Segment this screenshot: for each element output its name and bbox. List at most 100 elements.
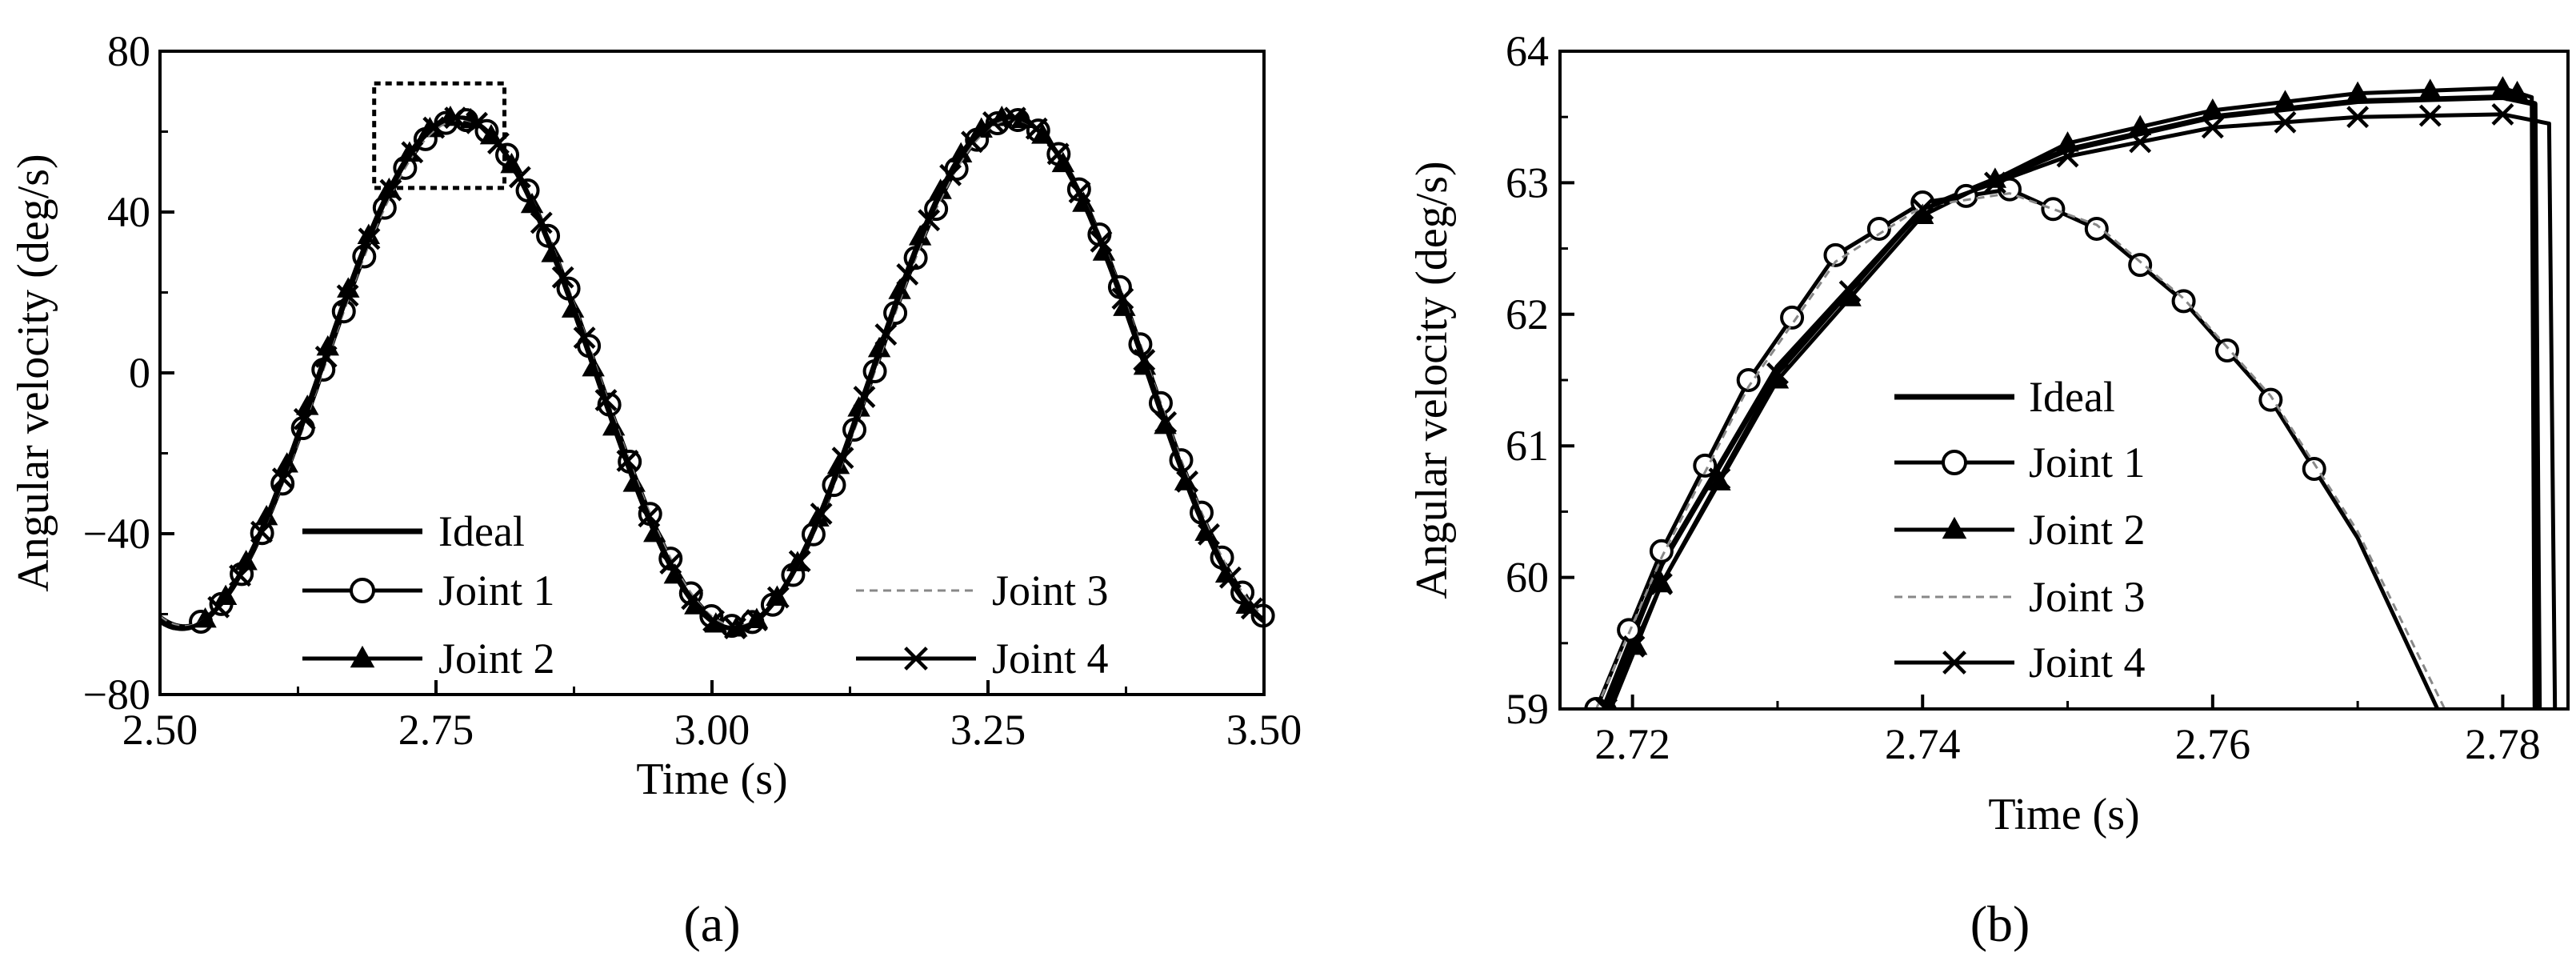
point	[2084, 216, 2109, 241]
point	[271, 467, 294, 491]
legend-marker	[1942, 450, 1967, 475]
point	[1650, 572, 1673, 595]
point	[293, 407, 316, 430]
x-tick-label: 3.00	[674, 706, 750, 754]
legend-item: Ideal	[1894, 373, 2115, 421]
point	[874, 323, 898, 346]
point	[766, 586, 790, 609]
point	[229, 564, 251, 587]
point	[530, 211, 553, 234]
panel-label: (a)	[683, 895, 740, 952]
x-tick-label: 2.50	[122, 706, 198, 754]
legend-label: Joint 3	[2029, 573, 2146, 621]
point	[1240, 597, 1263, 620]
legend-marker	[350, 645, 375, 668]
point	[949, 142, 973, 163]
point	[2056, 145, 2079, 168]
x-tick-label: 2.72	[1594, 720, 1670, 768]
point	[422, 116, 446, 139]
point	[810, 503, 833, 525]
point	[336, 284, 359, 307]
x-axis-label: Time (s)	[636, 755, 787, 804]
y-tick-label: 61	[1506, 422, 1549, 470]
point	[1176, 470, 1199, 493]
series-joint-4	[158, 106, 1266, 640]
legend-label: Joint 2	[2029, 506, 2146, 554]
point	[207, 595, 230, 619]
point	[970, 117, 993, 138]
chart-a: 80 40 0 −40 −802.50 2.75 3.00 3.25 3.50 Time (s) A…	[9, 27, 1302, 952]
y-tick-label: 60	[1506, 554, 1549, 602]
panel-label: (b)	[1970, 895, 2030, 952]
point	[2041, 197, 2066, 222]
point	[2491, 76, 2514, 97]
x-tick-label: 3.25	[950, 706, 1026, 754]
point	[444, 106, 467, 130]
x-tick-label: 2.75	[398, 706, 474, 754]
point	[788, 550, 811, 573]
point	[2201, 98, 2225, 119]
y-axis-label: Angular velocity (deg/s)	[1407, 161, 1457, 599]
point	[659, 552, 682, 575]
line	[1594, 192, 2446, 709]
point	[853, 386, 876, 408]
point	[2129, 130, 2152, 154]
y-tick-label: 63	[1506, 158, 1549, 206]
point	[2201, 116, 2224, 139]
legend-item: Joint 4	[1894, 639, 2146, 687]
series-joint-3	[1594, 192, 2446, 709]
y-tick-label: −40	[83, 510, 150, 558]
point	[918, 209, 941, 232]
legend-marker	[350, 578, 375, 603]
point	[1090, 230, 1113, 253]
legend-label: Joint 4	[992, 635, 1109, 683]
point	[888, 278, 911, 299]
point	[2346, 81, 2370, 102]
point	[616, 450, 639, 472]
point	[234, 550, 258, 571]
point	[638, 505, 661, 528]
point	[961, 130, 983, 154]
legend-item: Joint 2	[302, 635, 555, 683]
point	[939, 163, 962, 186]
point	[681, 587, 704, 611]
legend-item: Joint 3	[1894, 573, 2146, 621]
point	[1708, 467, 1731, 491]
series-joint-1	[158, 108, 1275, 639]
point	[1780, 305, 1805, 330]
point	[831, 446, 854, 470]
point	[508, 166, 531, 189]
point	[594, 389, 618, 411]
legend-label: Joint 4	[2029, 639, 2146, 687]
y-tick-label: 64	[1506, 27, 1549, 75]
legend-b: Ideal Joint 1 Joint 2 Joint 3 Joint 4	[1894, 373, 2146, 687]
x-axis-label: Time (s)	[1988, 790, 2139, 839]
y-tick-label: 0	[129, 349, 150, 397]
point	[1198, 523, 1220, 546]
point	[2274, 110, 2297, 134]
point	[1025, 117, 1048, 140]
point	[2302, 456, 2326, 481]
x-tick-label: 3.50	[1226, 706, 1302, 754]
point	[1068, 181, 1091, 204]
point	[1983, 171, 2006, 194]
series-joint-3	[159, 118, 1265, 628]
point	[1046, 142, 1070, 166]
y-axis-label: Angular velocity (deg/s)	[9, 154, 58, 591]
legend-label: Joint 2	[438, 635, 555, 683]
point	[1911, 198, 1934, 221]
y-tick-label: 40	[107, 188, 150, 236]
point	[379, 178, 402, 202]
point	[2346, 106, 2370, 129]
point	[745, 609, 768, 632]
point	[908, 225, 932, 246]
legend-a: Ideal Joint 1 Joint 2 Joint 3 Joint 4	[302, 507, 1109, 683]
point	[1866, 216, 1891, 241]
point	[275, 452, 298, 473]
legend-item: Joint 1	[302, 567, 555, 615]
point	[1003, 106, 1026, 130]
y-tick-label: 62	[1506, 290, 1549, 338]
chart-b: 64 63 62 61 60 59 2.72 2.74 2.76 2.78 Time (s) Angu…	[1407, 27, 2570, 952]
y-tick-label: −80	[83, 671, 150, 719]
legend-marker	[1942, 651, 1966, 675]
